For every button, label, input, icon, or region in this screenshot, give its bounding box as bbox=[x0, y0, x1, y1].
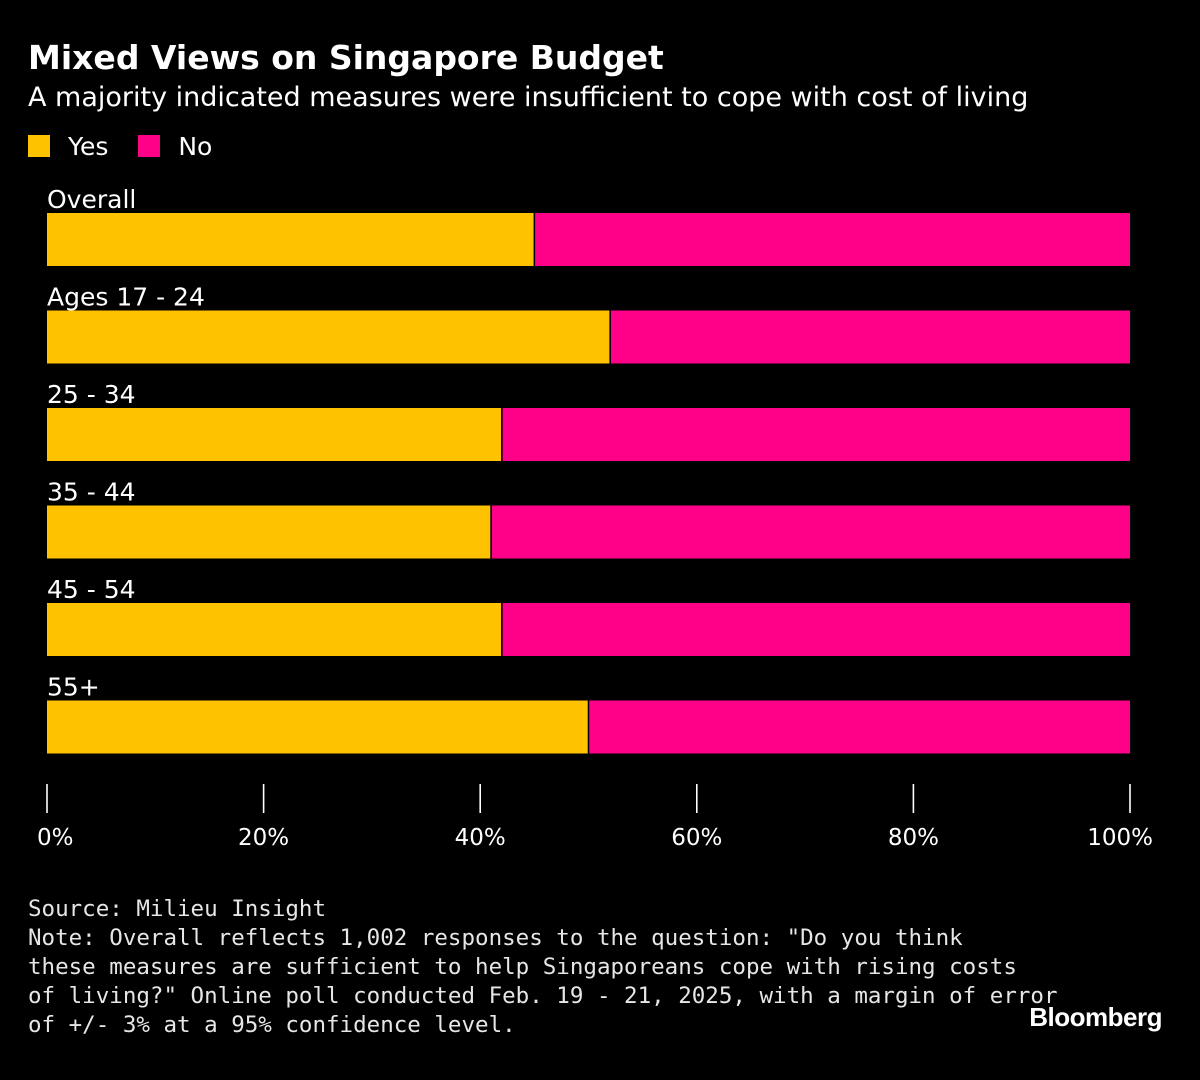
x-tick-label: 0% bbox=[37, 825, 74, 851]
legend-swatch-no bbox=[138, 135, 161, 157]
legend-swatch-yes bbox=[28, 135, 50, 157]
x-tick-label: 20% bbox=[238, 825, 289, 851]
chart-subtitle: A majority indicated measures were insuf… bbox=[28, 82, 1029, 113]
bar-yes bbox=[47, 700, 589, 754]
category-label: 25 - 34 bbox=[47, 380, 136, 409]
category-label: Overall bbox=[47, 185, 136, 214]
bar-no bbox=[534, 213, 1130, 266]
bar-yes bbox=[47, 408, 502, 461]
bar-yes bbox=[47, 213, 535, 266]
legend-label-no: No bbox=[178, 131, 213, 161]
legend-label-yes: Yes bbox=[68, 131, 109, 161]
chart-title: Mixed Views on Singapore Budget bbox=[28, 38, 664, 77]
footnote-line: these measures are sufficient to help Si… bbox=[28, 954, 1017, 980]
bloomberg-logo: Bloomberg bbox=[1029, 1002, 1162, 1032]
footnote-line: of +/- 3% at a 95% confidence level. bbox=[28, 1012, 516, 1038]
stacked-bar-chart: Overall Ages 17 - 24 25 - 34 35 - 44 45 - 54… bbox=[37, 185, 1153, 851]
bar-no bbox=[501, 408, 1130, 461]
bar-yes bbox=[47, 310, 611, 364]
source-note: Source: Milieu Insight bbox=[28, 896, 327, 922]
x-tick-label: 40% bbox=[455, 825, 506, 851]
category-label: 55+ bbox=[47, 673, 100, 702]
bar-no bbox=[501, 603, 1130, 656]
x-tick-label: 80% bbox=[888, 825, 939, 851]
bar-no bbox=[491, 505, 1130, 559]
bar-yes bbox=[47, 603, 502, 656]
footnote-line: Note: Overall reflects 1,002 responses t… bbox=[28, 925, 963, 951]
category-label: 35 - 44 bbox=[47, 478, 136, 507]
footnote-line: of living?" Online poll conducted Feb. 1… bbox=[28, 983, 1058, 1009]
bar-no bbox=[610, 310, 1130, 364]
x-tick-label: 100% bbox=[1087, 825, 1153, 851]
legend-item-no: No bbox=[138, 132, 212, 161]
legend-item-yes: Yes bbox=[28, 132, 108, 161]
category-label: Ages 17 - 24 bbox=[47, 283, 205, 312]
bar-yes bbox=[47, 505, 492, 559]
legend: Yes No bbox=[28, 128, 242, 164]
category-label: 45 - 54 bbox=[47, 575, 136, 604]
chart-footer: Source: Milieu Insight Note: Overall ref… bbox=[28, 895, 1058, 1040]
bar-no bbox=[588, 700, 1130, 754]
x-tick-label: 60% bbox=[671, 825, 722, 851]
